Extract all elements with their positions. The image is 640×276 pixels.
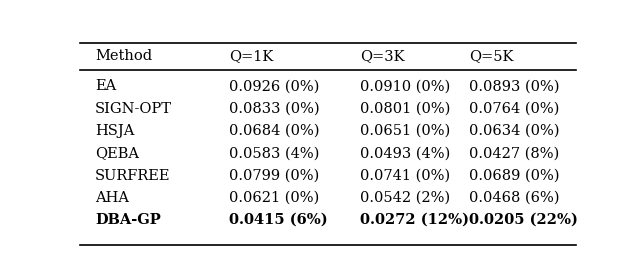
Text: 0.0764 (0%): 0.0764 (0%) — [469, 102, 560, 116]
Text: 0.0926 (0%): 0.0926 (0%) — [229, 79, 319, 93]
Text: SIGN-OPT: SIGN-OPT — [95, 102, 172, 116]
Text: 0.0583 (4%): 0.0583 (4%) — [229, 146, 319, 160]
Text: EA: EA — [95, 79, 116, 93]
Text: 0.0542 (2%): 0.0542 (2%) — [360, 191, 451, 205]
Text: SURFREE: SURFREE — [95, 169, 170, 182]
Text: 0.0493 (4%): 0.0493 (4%) — [360, 146, 451, 160]
Text: 0.0799 (0%): 0.0799 (0%) — [229, 169, 319, 182]
Text: 0.0205 (22%): 0.0205 (22%) — [469, 213, 578, 227]
Text: 0.0468 (6%): 0.0468 (6%) — [469, 191, 560, 205]
Text: Q=1K: Q=1K — [229, 49, 273, 63]
Text: 0.0621 (0%): 0.0621 (0%) — [229, 191, 319, 205]
Text: Q=5K: Q=5K — [469, 49, 514, 63]
Text: 0.0684 (0%): 0.0684 (0%) — [229, 124, 319, 138]
Text: 0.0689 (0%): 0.0689 (0%) — [469, 169, 560, 182]
Text: 0.0415 (6%): 0.0415 (6%) — [229, 213, 328, 227]
Text: 0.0272 (12%): 0.0272 (12%) — [360, 213, 469, 227]
Text: HSJA: HSJA — [95, 124, 134, 138]
Text: AHA: AHA — [95, 191, 129, 205]
Text: DBA-GP: DBA-GP — [95, 213, 161, 227]
Text: 0.0833 (0%): 0.0833 (0%) — [229, 102, 319, 116]
Text: Method: Method — [95, 49, 152, 63]
Text: Q=3K: Q=3K — [360, 49, 405, 63]
Text: 0.0801 (0%): 0.0801 (0%) — [360, 102, 451, 116]
Text: 0.0741 (0%): 0.0741 (0%) — [360, 169, 451, 182]
Text: 0.0651 (0%): 0.0651 (0%) — [360, 124, 451, 138]
Text: 0.0893 (0%): 0.0893 (0%) — [469, 79, 560, 93]
Text: 0.0427 (8%): 0.0427 (8%) — [469, 146, 559, 160]
Text: QEBA: QEBA — [95, 146, 139, 160]
Text: 0.0910 (0%): 0.0910 (0%) — [360, 79, 451, 93]
Text: 0.0634 (0%): 0.0634 (0%) — [469, 124, 560, 138]
